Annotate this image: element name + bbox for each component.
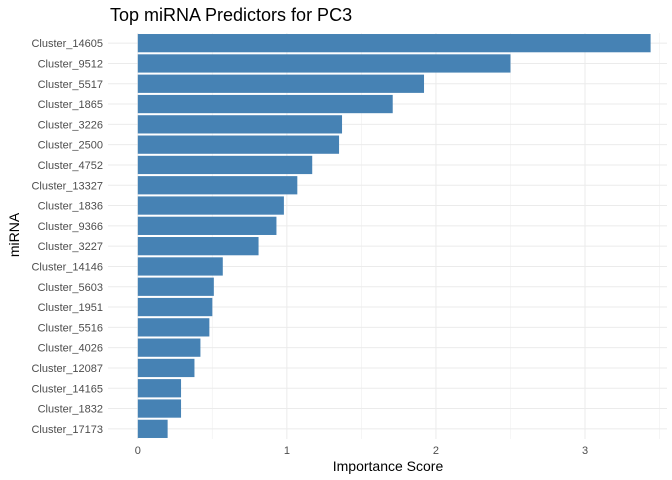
bar [137, 196, 284, 215]
bar [137, 94, 393, 114]
bar [137, 358, 195, 378]
bar [137, 277, 214, 296]
bar [137, 115, 343, 134]
bar [137, 216, 277, 235]
y-tick-label: Cluster_1832 [38, 404, 103, 416]
y-tick-label: Cluster_5603 [38, 282, 103, 294]
x-tick-labels: 0 1 2 3 [135, 445, 588, 457]
bar [137, 155, 313, 175]
bar [137, 237, 259, 256]
bar [137, 54, 511, 73]
bar [137, 338, 201, 357]
y-tick-label: Cluster_12087 [31, 363, 103, 375]
y-tick-label: Cluster_3226 [38, 119, 103, 131]
y-tick-label: Cluster_1836 [38, 201, 103, 213]
y-tick-labels: Cluster_14605 Cluster_9512 Cluster_5517 Clu… [31, 38, 103, 436]
y-tick-label: Cluster_5516 [38, 322, 103, 334]
x-tick-label: 1 [284, 445, 290, 457]
bar [137, 257, 223, 276]
x-tick-label: 3 [582, 445, 588, 457]
bar [137, 135, 340, 154]
bar [137, 419, 168, 438]
y-axis-title: miRNA [6, 212, 22, 257]
bar [137, 34, 651, 53]
bar [137, 74, 425, 93]
bar [137, 176, 298, 195]
y-tick-label: Cluster_4752 [38, 160, 103, 172]
y-tick-label: Cluster_3227 [38, 241, 103, 253]
y-tick-label: Cluster_14605 [31, 38, 103, 50]
y-tick-label: Cluster_14146 [31, 261, 103, 273]
y-tick-label: Cluster_9366 [38, 221, 103, 233]
y-tick-label: Cluster_17173 [31, 424, 103, 436]
x-tick-label: 2 [433, 445, 439, 457]
bar [137, 318, 210, 337]
y-tick-label: Cluster_14165 [31, 383, 103, 395]
y-tick-label: Cluster_2500 [38, 140, 103, 152]
y-tick-label: Cluster_5517 [38, 79, 103, 91]
y-tick-label: Cluster_4026 [38, 343, 103, 355]
grid-layer [108, 33, 667, 439]
y-tick-label: Cluster_1951 [38, 302, 103, 314]
y-tick-label: Cluster_9512 [38, 58, 103, 70]
bar [137, 379, 182, 398]
bars-layer [137, 34, 651, 438]
x-tick-label: 0 [135, 445, 141, 457]
bar [137, 297, 213, 317]
y-tick-label: Cluster_1865 [38, 99, 103, 111]
x-axis-title: Importance Score [333, 458, 444, 474]
chart-title: Top miRNA Predictors for PC3 [110, 5, 352, 25]
y-tick-label: Cluster_13327 [31, 180, 103, 192]
bar [137, 399, 182, 418]
